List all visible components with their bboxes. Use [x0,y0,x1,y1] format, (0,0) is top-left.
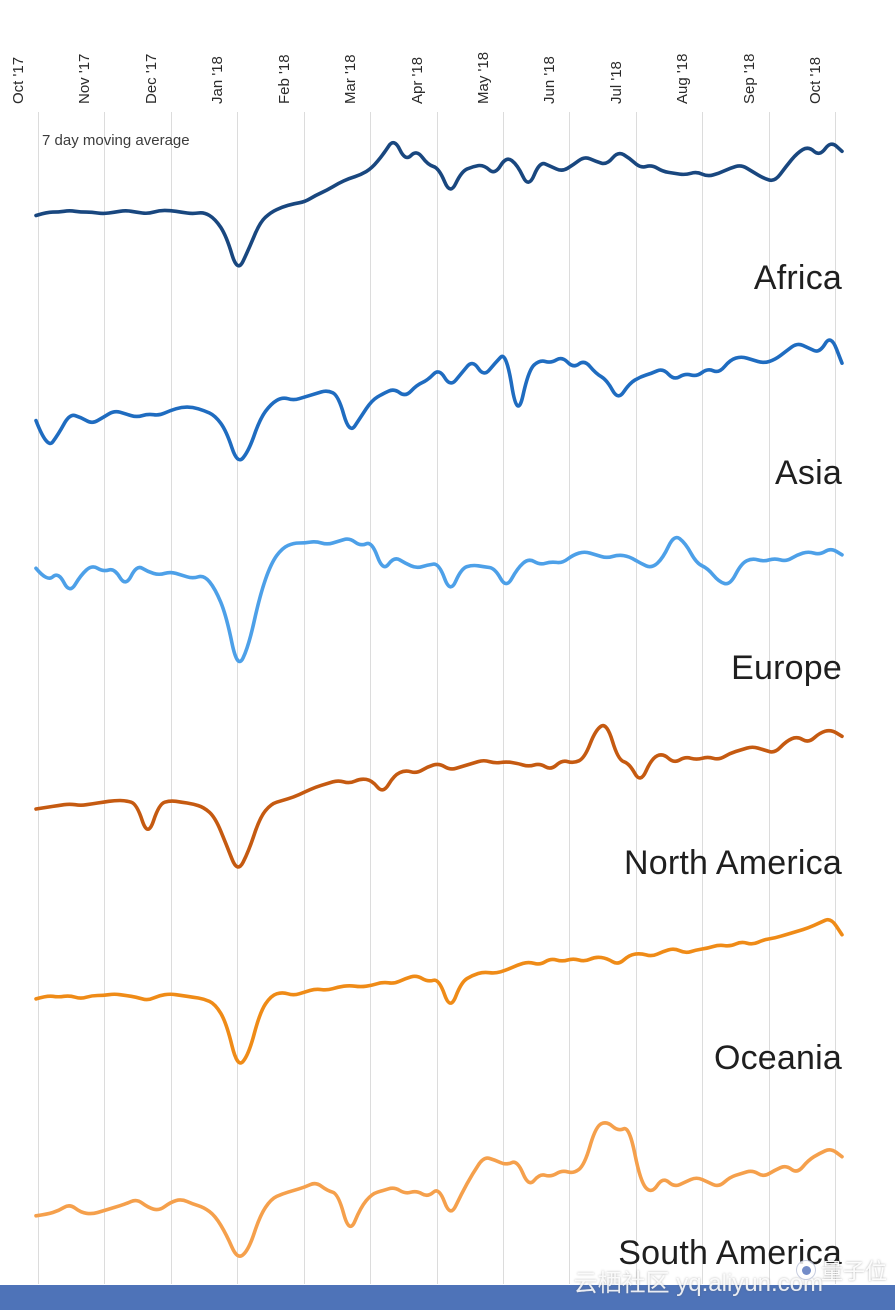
line-chart-south-america [34,1121,844,1258]
series-line [34,917,844,1065]
gridline [38,112,39,1284]
gridline [502,112,504,1284]
chart-panels: Africa Asia Europe North America Oceania… [0,115,895,1285]
continent-label: Europe [731,649,842,687]
x-axis-labels: Oct '17 Nov '17 Dec '17 Jan '18 Feb '18 Mar '… [0,0,895,112]
gridline [702,112,704,1284]
gridline [104,112,106,1284]
line-chart-europe [34,535,844,664]
gridline [370,112,372,1284]
continent-label: Oceania [713,1039,842,1077]
continent-label: Asia [775,454,842,492]
x-tick-label: Oct '18 [807,56,824,104]
gridline [635,112,637,1284]
x-tick-label: Sep '18 [740,53,758,104]
chart-panel-north-america: North America [0,700,895,895]
gridline [436,112,438,1284]
qbit-logo-icon [795,1260,816,1280]
x-tick-label: Jan '18 [209,56,227,104]
x-tick-label: Jun '18 [541,56,559,104]
qbit-label: 量子位 [820,1259,887,1284]
x-tick-label: Jul '18 [607,61,625,104]
x-tick-label: Aug '18 [674,53,692,104]
watermark-qbit: 量子位 [795,1254,887,1286]
x-tick-label: Dec '17 [142,53,160,104]
gridline [237,112,239,1284]
gridline [170,112,172,1284]
gridline [768,112,770,1284]
series-line [34,338,844,462]
gridline [835,112,836,1284]
gridline [569,112,571,1284]
bottom-bar [0,1285,895,1310]
line-chart-oceania [34,917,844,1065]
x-tick-label: May '18 [474,51,492,104]
series-line [34,723,844,869]
chart-panel-oceania: Oceania [0,895,895,1090]
x-tick-label: Mar '18 [342,54,360,104]
line-chart-asia [34,338,844,462]
continent-label: North America [623,844,842,882]
chart-panel-south-america: South America [0,1090,895,1285]
series-line [34,535,844,664]
line-chart-africa [34,140,844,268]
chart-panel-asia: Asia [0,310,895,505]
watermark-aliyun: 云栖社区 yq.aliyun.com [573,1270,823,1297]
x-tick-label: Nov '17 [76,53,94,104]
series-line [34,140,844,268]
chart-panel-europe: Europe [0,505,895,700]
x-tick-label: Feb '18 [275,54,293,104]
series-line [34,1121,844,1258]
x-tick-label: Oct '17 [10,56,27,104]
chart-panel-africa: Africa [0,115,895,310]
line-chart-north-america [34,723,844,869]
gridline [303,112,305,1284]
continent-label: Africa [753,259,842,297]
moving-average-annotation: 7 day moving average [42,132,190,149]
x-tick-label: Apr '18 [408,56,426,104]
